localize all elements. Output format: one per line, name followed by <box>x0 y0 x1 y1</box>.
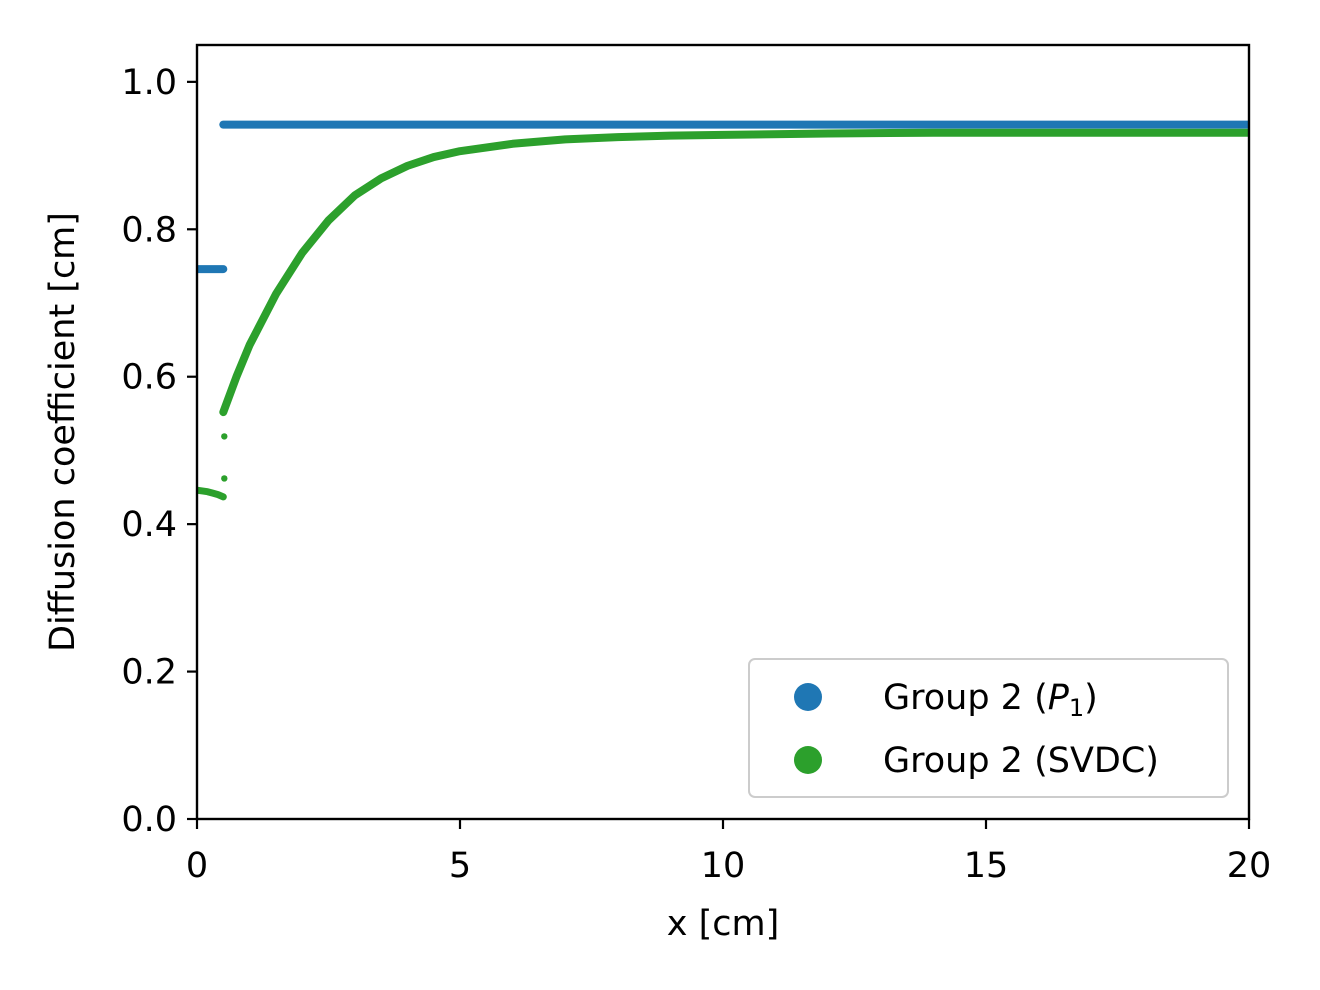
plot-frame <box>195 43 1251 821</box>
series-svdc-sample-8 <box>222 411 224 413</box>
x-tick-label-0: 0 <box>186 846 208 886</box>
series-svdc-sample-22 <box>669 135 671 137</box>
series-svdc-sample-13 <box>328 219 329 221</box>
x-tick-label-2: 10 <box>701 846 746 886</box>
series-svdc-sample-23 <box>722 134 724 136</box>
series-svdc-sample-24 <box>827 132 829 134</box>
series-svdc-sample-15 <box>380 177 382 179</box>
series-svdc-sample-4 <box>217 494 219 496</box>
x-tick-label-1: 5 <box>449 846 471 886</box>
y-tick-label-2: 0.4 <box>121 505 177 545</box>
x-axis-label: x [cm] <box>667 904 780 944</box>
series-svdc-point-0 <box>221 475 228 482</box>
series-svdc-sample-3 <box>212 492 214 494</box>
x-axis-ticks: 0 5 10 15 20 <box>186 819 1271 886</box>
y-axis-label: Diffusion coefficient [cm] <box>43 212 83 652</box>
series-svdc-sample-5 <box>222 496 224 498</box>
series-svdc-sample-9 <box>235 376 237 378</box>
legend-label-svdc: Group 2 (SVDC) <box>883 741 1159 781</box>
y-tick-label-3: 0.6 <box>121 358 177 398</box>
series-svdc-sample-16 <box>406 165 408 167</box>
series-0 <box>197 120 1249 274</box>
series-svdc-sample-1 <box>201 490 203 492</box>
legend-label-p1-sub: 1 <box>1069 694 1084 722</box>
y-tick-label-5: 1.0 <box>121 63 177 103</box>
series-svdc-sample-2 <box>207 491 209 493</box>
y-tick-label-1: 0.2 <box>121 653 177 693</box>
series-svdc-sample-20 <box>564 138 566 140</box>
series-svdc-sample-25 <box>932 132 934 134</box>
series-svdc-sample-27 <box>1143 132 1145 134</box>
plot-area <box>197 120 1249 501</box>
y-axis-ticks: 0.0 0.2 0.4 0.6 0.8 1.0 <box>121 63 197 840</box>
legend-label-p1-italic: P <box>1048 678 1070 718</box>
series-svdc-sample-26 <box>1038 132 1040 134</box>
x-tick-label-3: 15 <box>964 846 1009 886</box>
legend-marker-p1 <box>794 683 822 711</box>
series-svdc-point-1 <box>221 433 228 440</box>
legend-label-p1-main: Group 2 ( <box>883 678 1048 718</box>
legend-marker-svdc <box>794 746 822 774</box>
series-svdc-sample-12 <box>301 252 303 254</box>
series-svdc-sample-19 <box>512 143 514 145</box>
series-svdc-sample-21 <box>617 136 619 138</box>
series-svdc-sample-14 <box>354 194 356 196</box>
series-svdc-sample-18 <box>459 150 461 152</box>
legend-box <box>748 658 1229 798</box>
y-tick-label-4: 0.8 <box>121 210 177 250</box>
y-tick-label-0: 0.0 <box>121 800 177 840</box>
legend: Group 2 (P1) Group 2 (SVDC) <box>748 658 1229 798</box>
series-svdc-sample-10 <box>249 344 251 346</box>
legend-label-p1-tail: ) <box>1084 678 1098 718</box>
series-svdc-sample-17 <box>433 156 435 158</box>
series-svdc-sample-7 <box>222 435 224 437</box>
series-svdc-sample-11 <box>275 293 277 295</box>
series-1 <box>197 128 1249 501</box>
legend-label-p1: Group 2 (P1) <box>883 678 1098 722</box>
series-svdc-inner-curve <box>197 486 227 501</box>
series-svdc-sample-6 <box>222 477 224 479</box>
x-tick-label-4: 20 <box>1227 846 1272 886</box>
